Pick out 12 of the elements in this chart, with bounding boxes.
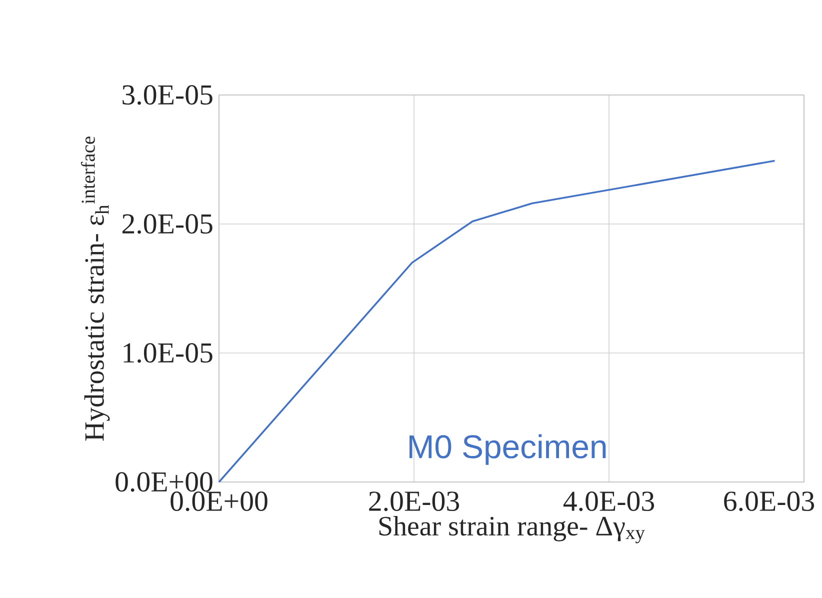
- y-tick-label: 1.0E-05: [124, 343, 212, 363]
- y-tick-label: 2.0E-05: [122, 214, 212, 234]
- x-tick-label: 0.0E+00: [170, 492, 268, 512]
- x-tick-label: 2.0E-03: [369, 492, 460, 512]
- x-tick-label: 6.0E-03: [724, 492, 814, 512]
- x-axis-title: Shear strain range- Δγ$_{xy}$: [379, 516, 645, 544]
- x-tick-label: 4.0E-03: [563, 492, 654, 512]
- y-axis-title: Hydrostatic strain- ε$_{h}$interface: [80, 136, 110, 441]
- y-tick-label: 3.0E-05: [122, 85, 212, 105]
- y-tick-label: 0.0E+00: [116, 472, 212, 492]
- text: M0 Specimen: [410, 434, 606, 465]
- line-series: [218, 160, 776, 483]
